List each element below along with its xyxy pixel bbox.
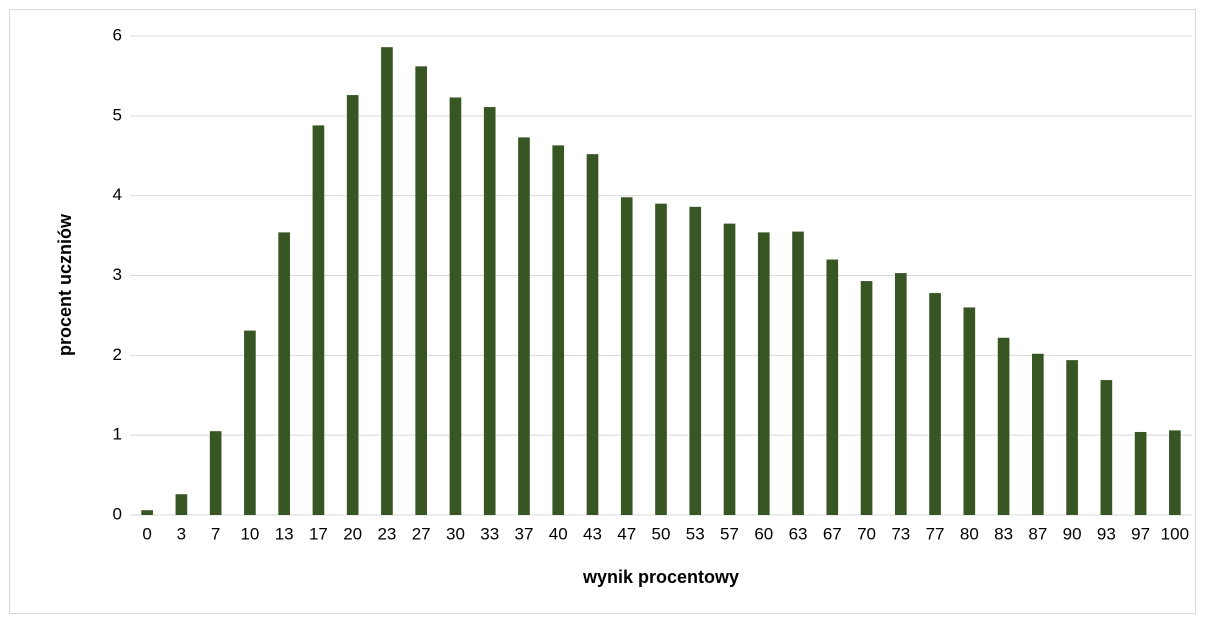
- x-tick-label: 20: [343, 524, 362, 543]
- x-tick-label: 47: [617, 524, 636, 543]
- x-tick-label: 97: [1131, 524, 1150, 543]
- bar: [141, 510, 153, 515]
- x-tick-label: 53: [686, 524, 705, 543]
- x-tick-label: 13: [275, 524, 294, 543]
- bar: [483, 107, 496, 515]
- x-tick-label: 73: [891, 524, 910, 543]
- y-tick-label: 2: [113, 345, 122, 364]
- bar: [963, 307, 976, 515]
- bar: [997, 337, 1010, 515]
- y-tick-label: 4: [113, 185, 122, 204]
- bar: [415, 66, 428, 515]
- x-tick-label: 33: [480, 524, 499, 543]
- bar: [552, 145, 565, 515]
- x-axis-title: wynik procentowy: [582, 567, 739, 587]
- x-tick-label: 60: [754, 524, 773, 543]
- bar: [1169, 430, 1181, 515]
- x-tick-label: 100: [1161, 524, 1189, 543]
- x-tick-label: 10: [240, 524, 259, 543]
- bar: [792, 231, 804, 515]
- x-tick-label: 77: [926, 524, 945, 543]
- bar: [655, 203, 667, 515]
- y-tick-label: 3: [113, 265, 122, 284]
- y-axis-title: procent uczniów: [55, 213, 75, 356]
- bar: [757, 232, 770, 515]
- bar: [586, 154, 599, 516]
- bar: [346, 95, 359, 516]
- bar: [312, 125, 325, 515]
- x-tick-label: 80: [960, 524, 979, 543]
- x-tick-label: 30: [446, 524, 465, 543]
- bar: [894, 273, 907, 515]
- bar: [449, 97, 462, 515]
- bar: [929, 293, 941, 515]
- bar: [518, 137, 530, 515]
- bar: [381, 47, 393, 515]
- y-tick-label: 1: [113, 425, 122, 444]
- x-tick-label: 27: [412, 524, 431, 543]
- bar: [860, 281, 873, 515]
- x-tick-label: 40: [549, 524, 568, 543]
- x-tick-label: 7: [211, 524, 220, 543]
- x-tick-label: 93: [1097, 524, 1116, 543]
- x-tick-label: 3: [177, 524, 186, 543]
- y-tick-label: 5: [113, 105, 122, 124]
- bar: [175, 494, 188, 515]
- bar: [1100, 380, 1113, 515]
- x-tick-label: 67: [823, 524, 842, 543]
- x-tick-label: 90: [1063, 524, 1082, 543]
- bar: [1134, 431, 1147, 515]
- x-tick-label: 23: [377, 524, 396, 543]
- chart-border: [9, 9, 1196, 614]
- bar: [620, 197, 633, 515]
- x-tick-label: 63: [789, 524, 808, 543]
- y-tick-label: 6: [113, 25, 122, 44]
- y-tick-label: 0: [113, 504, 122, 523]
- x-tick-label: 37: [515, 524, 534, 543]
- x-tick-label: 17: [309, 524, 328, 543]
- bar: [1066, 360, 1078, 515]
- bar: [723, 223, 736, 515]
- bar: [1032, 353, 1044, 515]
- bar: [689, 206, 702, 516]
- x-tick-label: 83: [994, 524, 1013, 543]
- bar: [278, 232, 290, 515]
- x-tick-label: 43: [583, 524, 602, 543]
- x-tick-label: 70: [857, 524, 876, 543]
- x-tick-label: 0: [142, 524, 151, 543]
- bar: [209, 431, 222, 515]
- x-tick-label: 50: [652, 524, 671, 543]
- bar: [826, 259, 839, 515]
- bar: [244, 330, 256, 515]
- x-tick-label: 57: [720, 524, 739, 543]
- x-tick-label: 87: [1028, 524, 1047, 543]
